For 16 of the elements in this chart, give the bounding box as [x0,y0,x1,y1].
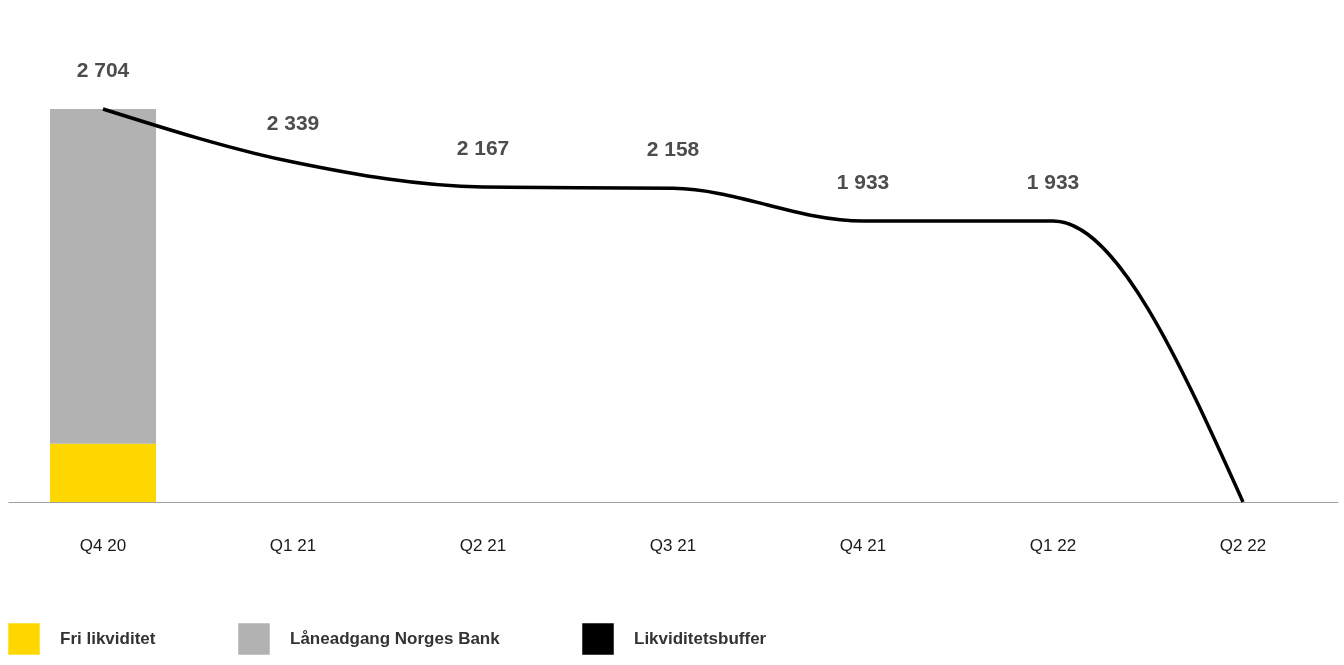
x-tick-label: Q2 21 [459,535,507,555]
legend-label: Fri likviditet [60,629,156,648]
data-label: 2 704 [76,58,130,81]
x-tick-label: Q2 22 [1219,535,1267,555]
legend-label: Låneadgang Norges Bank [290,629,501,648]
x-tick-label: Q1 21 [269,535,317,555]
data-label: 2 167 [456,136,510,160]
data-label: 2 158 [646,137,700,161]
x-tick-label: Q4 20 [79,535,127,555]
legend-label: Likviditetsbuffer [634,629,767,648]
data-label: 2 339 [266,111,320,135]
data-label: 1 933 [1026,170,1080,194]
x-tick-label: Q3 21 [649,535,697,555]
data-label: 1 933 [836,170,890,194]
x-tick-label: Q1 22 [1029,535,1077,555]
x-tick-label: Q4 21 [839,535,887,555]
